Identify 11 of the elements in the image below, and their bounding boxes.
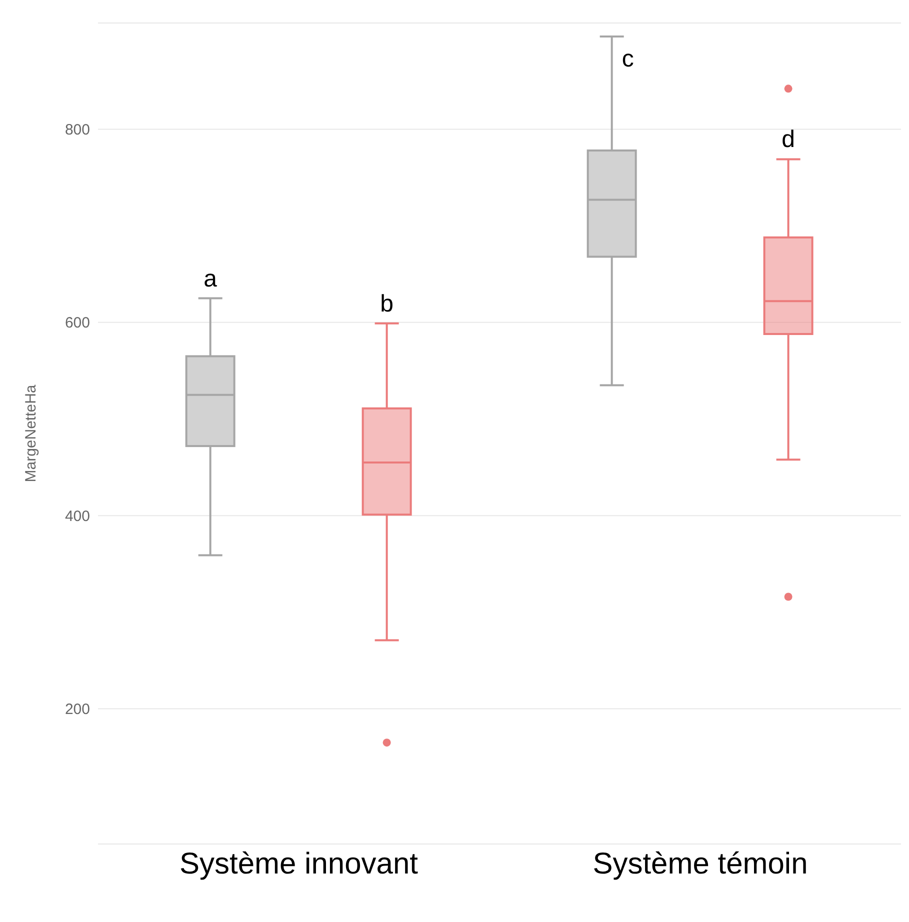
- y-tick-label: 800: [64, 122, 90, 139]
- annotation: d: [782, 126, 795, 154]
- x-tick-label: Système témoin: [592, 847, 808, 880]
- annotation: c: [622, 46, 634, 73]
- y-tick-label: 600: [64, 314, 90, 332]
- y-tick-label: 400: [64, 508, 90, 525]
- x-tick-label: Système innovant: [180, 847, 419, 880]
- y-tick-label: 200: [64, 701, 90, 718]
- annotation: a: [204, 265, 218, 292]
- y-axis-title: MargeNetteHa: [22, 384, 40, 482]
- annotation: b: [380, 290, 394, 318]
